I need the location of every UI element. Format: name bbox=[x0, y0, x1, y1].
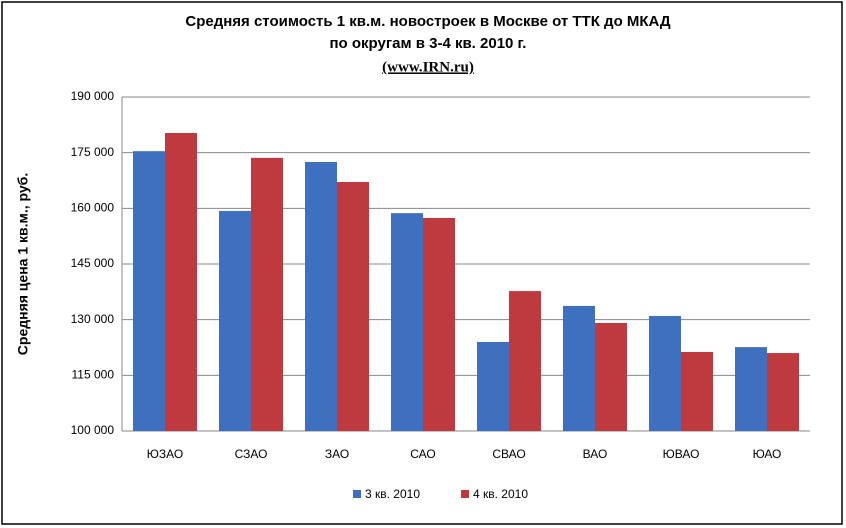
x-tick-label: ЮЗАО bbox=[147, 447, 183, 461]
bar bbox=[337, 181, 369, 431]
bar bbox=[595, 323, 627, 431]
bar bbox=[165, 132, 197, 431]
x-tick-label: ЮВАО bbox=[663, 447, 700, 461]
y-tick-label: 190 000 bbox=[71, 89, 115, 103]
chart-subtitle: (www.IRN.ru) bbox=[382, 59, 474, 75]
x-tick-label: ЮАО bbox=[753, 447, 782, 461]
bar bbox=[735, 347, 767, 431]
x-tick-label: ЗАО bbox=[325, 447, 349, 461]
bar bbox=[133, 151, 165, 431]
bar bbox=[767, 353, 799, 431]
chart-title: Средняя стоимость 1 кв.м. новостроек в М… bbox=[185, 13, 671, 30]
chart-title: по округам в 3-4 кв. 2010 г. bbox=[330, 35, 527, 52]
legend-swatch bbox=[353, 490, 361, 498]
y-tick-label: 130 000 bbox=[71, 312, 115, 326]
y-tick-label: 145 000 bbox=[71, 256, 115, 270]
bar bbox=[509, 291, 541, 431]
bar bbox=[649, 315, 681, 431]
bar bbox=[305, 161, 337, 431]
y-axis-label: Средняя цена 1 кв.м., руб. bbox=[15, 173, 31, 355]
bar bbox=[391, 213, 423, 431]
y-tick-label: 175 000 bbox=[71, 145, 115, 159]
y-tick-label: 115 000 bbox=[72, 368, 115, 382]
bar bbox=[681, 351, 713, 431]
x-tick-label: САО bbox=[410, 447, 435, 461]
bar bbox=[563, 305, 595, 431]
bar bbox=[219, 210, 251, 431]
y-tick-label: 100 000 bbox=[71, 423, 115, 437]
bar bbox=[423, 217, 455, 431]
legend-label: 3 кв. 2010 bbox=[365, 487, 420, 501]
x-tick-label: ВАО bbox=[583, 447, 608, 461]
y-tick-label: 160 000 bbox=[71, 201, 115, 215]
legend-label: 4 кв. 2010 bbox=[473, 487, 528, 501]
x-tick-label: СЗАО bbox=[235, 447, 268, 461]
legend-swatch bbox=[461, 490, 469, 498]
bar bbox=[251, 157, 283, 431]
x-tick-label: СВАО bbox=[492, 447, 525, 461]
bar bbox=[477, 341, 509, 431]
